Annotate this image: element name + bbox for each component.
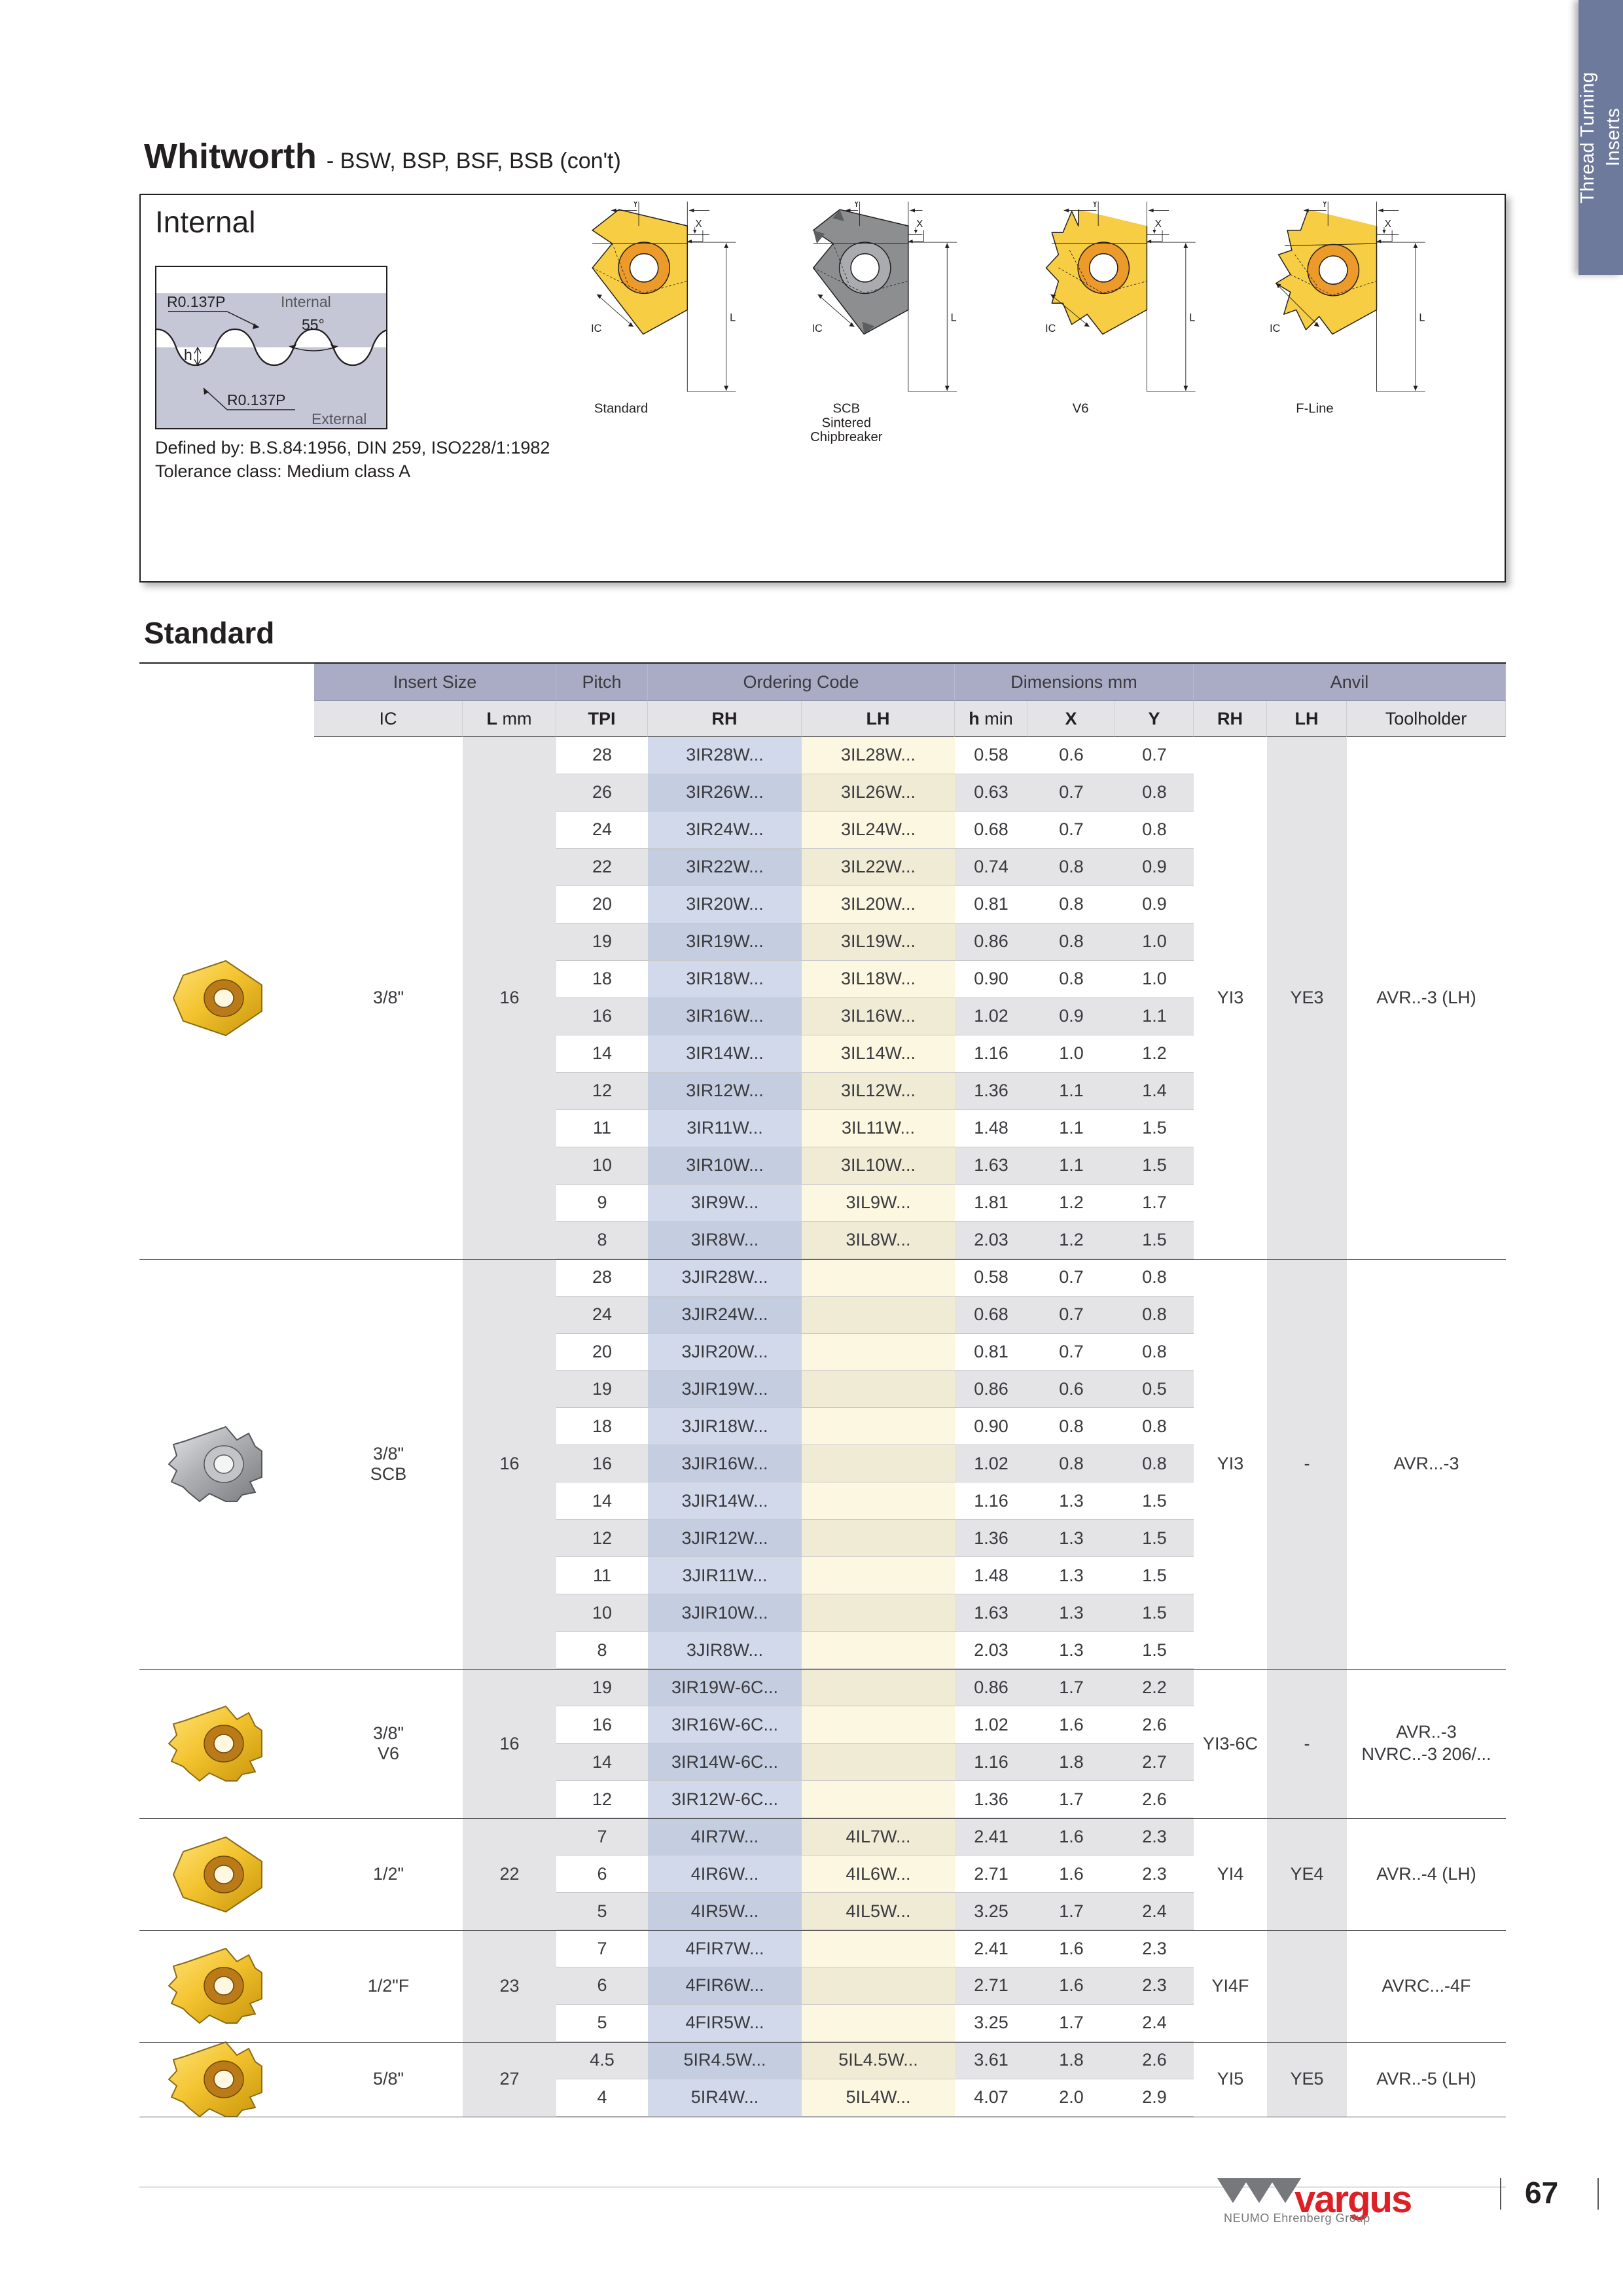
svg-text:Y: Y <box>853 202 860 209</box>
svg-text:V6: V6 <box>1073 402 1089 416</box>
svg-text:IC: IC <box>812 323 823 334</box>
svg-text:L: L <box>1189 312 1195 323</box>
svg-text:SCB: SCB <box>833 402 861 416</box>
svg-text:h: h <box>184 346 192 363</box>
svg-text:F-Line: F-Line <box>1296 402 1333 416</box>
svg-text:55°: 55° <box>302 316 325 333</box>
svg-text:R0.137P: R0.137P <box>227 391 286 408</box>
svg-text:IC: IC <box>591 323 601 334</box>
svg-text:Chipbreaker: Chipbreaker <box>810 430 883 444</box>
svg-text:Standard: Standard <box>594 402 648 416</box>
svg-text:L: L <box>951 312 957 323</box>
svg-text:Y: Y <box>1321 202 1329 209</box>
svg-text:R0.137P: R0.137P <box>167 293 226 310</box>
svg-text:Y: Y <box>632 202 639 209</box>
svg-text:X: X <box>916 219 923 230</box>
svg-text:X: X <box>1155 219 1162 230</box>
svg-text:X: X <box>1385 219 1392 230</box>
svg-text:X: X <box>695 219 702 230</box>
svg-text:NEUMO Ehrenberg Group: NEUMO Ehrenberg Group <box>1224 2212 1370 2225</box>
svg-text:Y: Y <box>1092 202 1099 209</box>
svg-text:L: L <box>1419 312 1425 323</box>
svg-text:IC: IC <box>1270 323 1280 334</box>
svg-text:L: L <box>730 312 736 323</box>
svg-text:IC: IC <box>1045 323 1056 334</box>
svg-text:External: External <box>312 410 366 427</box>
svg-text:Internal: Internal <box>281 293 331 310</box>
svg-text:Sintered: Sintered <box>822 416 871 430</box>
